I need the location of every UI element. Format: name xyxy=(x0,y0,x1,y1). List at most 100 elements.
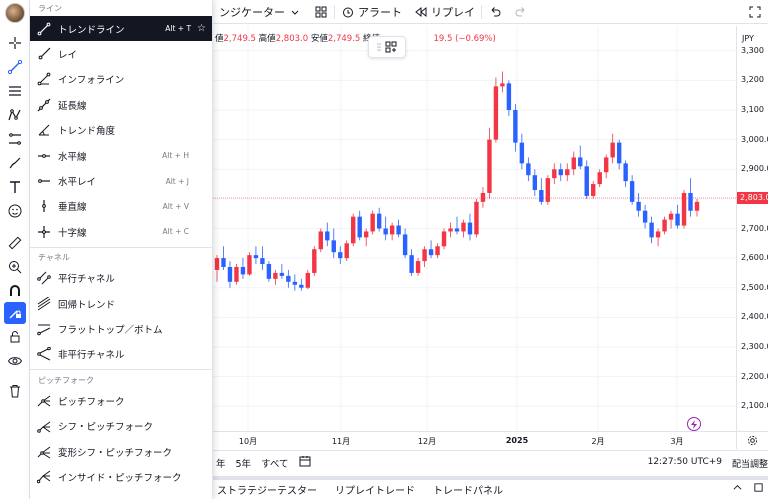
candle xyxy=(299,278,304,291)
candle-body xyxy=(383,228,388,235)
tab-replay-trade[interactable]: リプレイトレード xyxy=(335,486,415,497)
lock-drawing-icon[interactable] xyxy=(4,302,26,324)
candle xyxy=(214,255,220,282)
range-all[interactable]: すべて xyxy=(261,458,289,470)
top-toolbar: ンジケーター アラート リプレイ xyxy=(213,0,768,24)
candle xyxy=(266,261,272,282)
trend-line-tool-icon[interactable] xyxy=(4,56,26,78)
candle-body xyxy=(351,216,356,244)
maximize-icon[interactable] xyxy=(753,482,764,493)
trend-angle-icon xyxy=(30,123,58,137)
brush-icon[interactable] xyxy=(4,152,26,174)
menu-item-flat-top-bottom[interactable]: フラットトップ／ボトム xyxy=(30,316,212,341)
low-label: 安値 xyxy=(310,34,328,44)
redo-button[interactable] xyxy=(508,0,534,24)
menu-item-ray[interactable]: レイ xyxy=(30,41,212,66)
tab-trade-panel[interactable]: トレードパネル xyxy=(433,486,503,497)
undo-button[interactable] xyxy=(482,0,508,24)
menu-item-horizontal-ray[interactable]: 水平レイ Alt + J xyxy=(30,168,212,193)
clock-time[interactable]: 12:27:50 UTC+9 xyxy=(647,457,722,467)
candle xyxy=(454,216,460,235)
lightning-icon[interactable] xyxy=(687,417,701,431)
fib-icon[interactable] xyxy=(4,80,26,102)
text-icon[interactable] xyxy=(4,176,26,198)
pitchfork-icon xyxy=(30,394,58,408)
time-axis-label: 12月 xyxy=(417,437,437,446)
menu-item-inside-pitchfork[interactable]: インサイド・ピッチフォーク xyxy=(30,464,212,489)
calendar-icon xyxy=(299,456,311,467)
emoji-icon[interactable] xyxy=(4,200,26,222)
range-5y[interactable]: 5年 xyxy=(235,458,252,470)
candle xyxy=(616,139,622,170)
high-value: 2,803.0 xyxy=(275,34,309,44)
candle xyxy=(312,246,317,276)
horizontal-line-icon xyxy=(30,149,58,163)
candle xyxy=(467,213,473,241)
dividend-adjust-toggle[interactable]: 配当調整 xyxy=(731,460,768,470)
candle xyxy=(668,210,674,229)
candle xyxy=(260,246,265,270)
candle-body xyxy=(240,267,246,275)
candle-body xyxy=(409,255,414,273)
candle xyxy=(461,219,466,238)
menu-item-modified-schiff-pitchfork[interactable]: 変形シフ・ピッチフォーク xyxy=(30,439,212,464)
tab-strategy-tester[interactable]: ストラテジーテスター xyxy=(217,486,317,497)
candle-body xyxy=(526,163,531,176)
fullscreen-button[interactable] xyxy=(742,0,768,24)
replay-button[interactable]: リプレイ xyxy=(408,0,481,24)
menu-item-label: 十字線 xyxy=(58,227,87,239)
menu-item-info-line[interactable]: インフォライン xyxy=(30,67,212,92)
range-1y[interactable]: 年 xyxy=(216,458,226,470)
menu-item-trend-line[interactable]: トレンドライン Alt + T ☆ xyxy=(30,16,212,42)
crosshair-icon[interactable] xyxy=(4,32,26,54)
menu-item-parallel-channel[interactable]: 平行チャネル xyxy=(30,266,212,291)
price-chart[interactable] xyxy=(213,26,736,431)
pattern-icon[interactable] xyxy=(4,104,26,126)
indicators-button[interactable]: ンジケーター xyxy=(213,0,308,24)
menu-section-title: ピッチフォーク xyxy=(38,375,94,385)
alert-button[interactable]: アラート xyxy=(335,0,408,24)
menu-item-extended-line[interactable]: 延長線 xyxy=(30,92,212,117)
avatar[interactable] xyxy=(5,3,25,23)
menu-item-horizontal-line[interactable]: 水平線 Alt + H xyxy=(30,143,212,168)
candle-body xyxy=(214,258,220,270)
price-axis[interactable]: JPY 3,300 3,200 3,100 3,000.0 2,900.0 2,700.0… xyxy=(736,26,768,431)
menu-item-cross-line[interactable]: 十字線 Alt + C xyxy=(30,219,212,244)
candle xyxy=(681,190,687,229)
current-price-label: 2,803.0 xyxy=(737,191,768,204)
price-axis-label: 2,100.0 xyxy=(741,401,768,411)
object-tree-button[interactable] xyxy=(368,36,406,58)
candle-body xyxy=(584,166,589,196)
layout-button[interactable] xyxy=(308,0,334,24)
price-axis-label: 2,600.0 xyxy=(741,253,768,263)
menu-item-label: 延長線 xyxy=(58,100,87,112)
lock-icon[interactable] xyxy=(4,326,26,348)
chevron-down-icon xyxy=(291,10,299,15)
date-range-button[interactable] xyxy=(294,455,316,470)
candle-body xyxy=(519,142,525,164)
menu-item-label: 水平レイ xyxy=(58,177,97,189)
time-axis[interactable]: 10月 11月 12月 2025 2月 3月 xyxy=(213,431,736,449)
candle xyxy=(227,261,233,288)
eye-icon[interactable] xyxy=(4,350,26,372)
currency-label: JPY xyxy=(742,34,754,43)
trash-icon[interactable] xyxy=(4,380,26,402)
menu-item-trend-angle[interactable]: トレンド角度 xyxy=(30,118,212,143)
zoom-icon[interactable] xyxy=(4,256,26,278)
menu-section-title: チャネル xyxy=(38,253,70,263)
menu-item-pitchfork[interactable]: ピッチフォーク xyxy=(30,388,212,413)
ruler-icon[interactable] xyxy=(4,232,26,254)
favorite-star-icon[interactable]: ☆ xyxy=(197,23,206,35)
high-label: 高値 xyxy=(258,34,276,44)
menu-item-schiff-pitchfork[interactable]: シフ・ピッチフォーク xyxy=(30,413,212,438)
magnet-icon[interactable] xyxy=(4,280,26,302)
menu-item-disjoint-channel[interactable]: 非平行チャネル xyxy=(30,342,212,367)
collapse-icon[interactable] xyxy=(732,482,743,493)
menu-item-vertical-line[interactable]: 垂直線 Alt + V xyxy=(30,194,212,219)
forecast-icon[interactable] xyxy=(4,128,26,150)
menu-item-label: 回帰トレンド xyxy=(58,299,116,311)
candle xyxy=(519,133,525,170)
inside-pitchfork-icon xyxy=(30,470,58,484)
axis-settings-button[interactable] xyxy=(736,431,768,449)
menu-item-regression-trend[interactable]: 回帰トレンド xyxy=(30,291,212,316)
